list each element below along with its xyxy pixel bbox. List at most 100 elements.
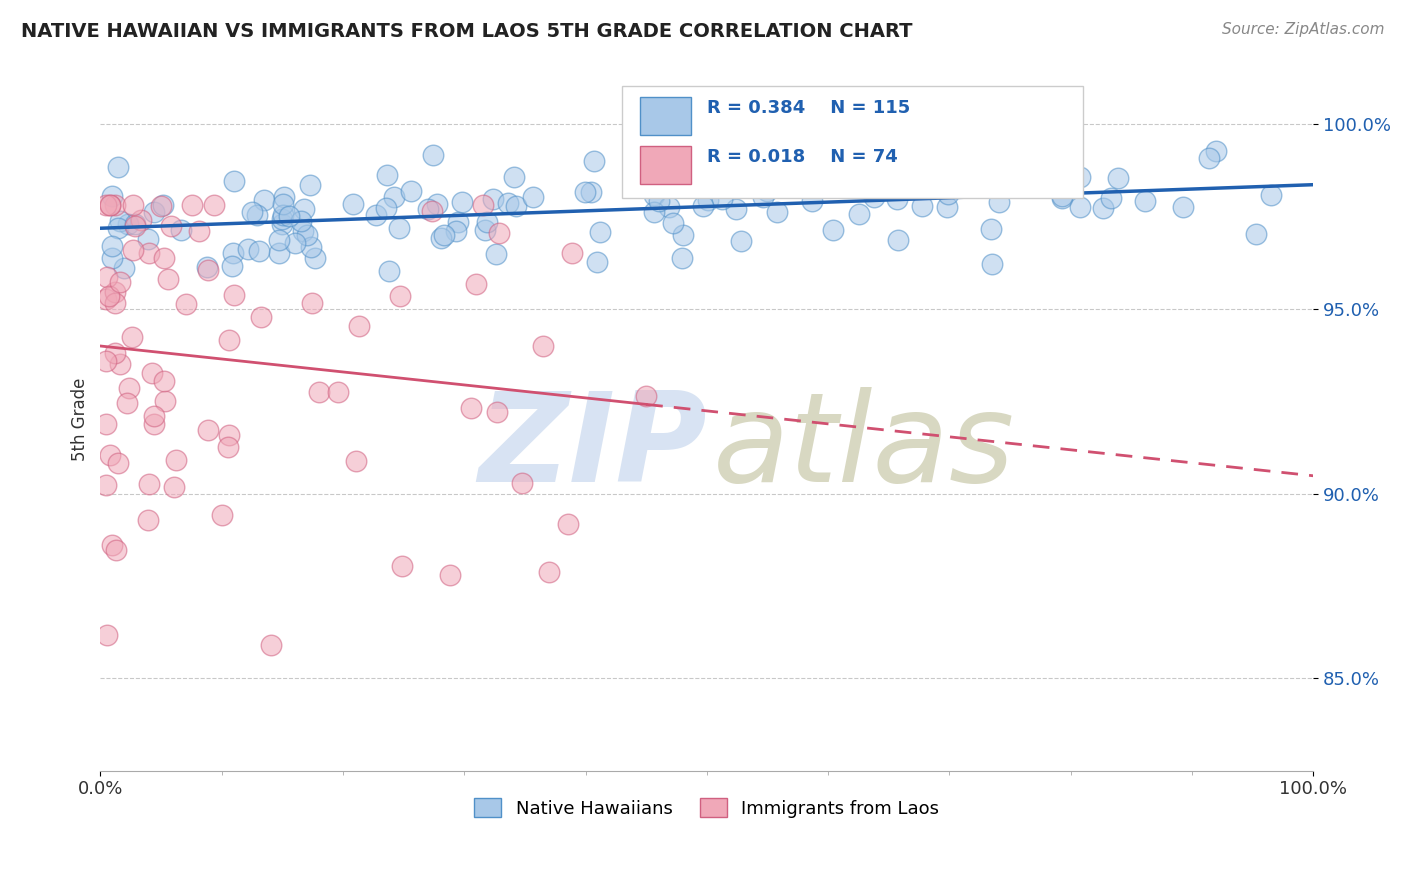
Point (897, 146, 920, 161)
Point (765, 205, 787, 219)
Text: Source: ZipAtlas.com: Source: ZipAtlas.com (1222, 22, 1385, 37)
Point (96, 270, 118, 285)
Point (222, 245, 245, 260)
Point (156, 272, 179, 286)
Point (138, 246, 160, 260)
Point (101, 252, 124, 266)
Point (96, 293, 118, 307)
Point (384, 190, 406, 204)
Point (107, 456, 129, 470)
Point (298, 178, 321, 193)
Point (218, 334, 240, 348)
Point (271, 197, 294, 211)
Point (375, 202, 398, 216)
Point (97, 289, 120, 303)
Point (270, 212, 292, 227)
Point (1099, 191, 1122, 205)
Point (299, 240, 322, 254)
Point (197, 263, 219, 277)
Point (98, 198, 121, 212)
Point (121, 198, 143, 212)
Point (96, 198, 118, 212)
Point (105, 542, 128, 557)
Point (291, 224, 314, 238)
Point (124, 219, 146, 234)
Point (582, 154, 605, 169)
Point (1092, 201, 1115, 215)
Point (936, 200, 959, 214)
Point (848, 207, 870, 221)
Point (136, 513, 159, 527)
Point (160, 219, 183, 233)
FancyBboxPatch shape (640, 96, 690, 136)
Point (744, 142, 766, 156)
Point (661, 216, 683, 230)
Point (579, 185, 602, 199)
Point (936, 187, 959, 202)
Point (101, 239, 124, 253)
Point (170, 223, 193, 237)
Point (460, 401, 482, 415)
Point (222, 174, 245, 188)
Point (987, 194, 1010, 209)
Legend: Native Hawaiians, Immigrants from Laos: Native Hawaiians, Immigrants from Laos (467, 791, 946, 825)
Point (862, 173, 884, 187)
Point (96, 353, 118, 368)
Point (911, 199, 934, 213)
Point (364, 208, 387, 222)
Point (1260, 188, 1282, 202)
Point (488, 227, 510, 241)
FancyBboxPatch shape (621, 86, 1083, 198)
Point (1244, 227, 1267, 242)
Point (851, 153, 873, 167)
Point (1107, 170, 1129, 185)
Point (433, 227, 456, 242)
Point (471, 198, 494, 212)
Point (485, 247, 508, 261)
Point (418, 202, 440, 216)
Point (450, 194, 472, 209)
Point (426, 196, 449, 211)
Point (328, 384, 350, 399)
Point (104, 346, 127, 360)
Point (586, 254, 609, 268)
Text: ZIP: ZIP (478, 387, 707, 508)
Point (150, 199, 173, 213)
Point (801, 194, 824, 208)
Point (1069, 200, 1091, 214)
Point (153, 393, 176, 408)
Point (589, 225, 612, 239)
Point (503, 170, 526, 185)
Point (980, 222, 1002, 236)
Point (246, 208, 269, 222)
Point (163, 480, 186, 494)
Point (561, 245, 583, 260)
Point (238, 242, 260, 256)
Point (1133, 194, 1156, 208)
Point (104, 296, 127, 310)
Point (222, 288, 245, 302)
Point (292, 202, 315, 216)
Point (574, 185, 596, 199)
Point (533, 339, 555, 353)
Point (510, 476, 533, 491)
Point (96, 417, 118, 432)
Point (1050, 188, 1073, 202)
Point (1050, 191, 1073, 205)
Point (537, 565, 560, 579)
Point (430, 231, 453, 245)
Point (987, 133, 1010, 147)
Point (153, 251, 176, 265)
Text: atlas: atlas (713, 387, 1015, 508)
Point (1205, 145, 1227, 159)
Point (118, 381, 141, 395)
Point (907, 166, 929, 180)
Point (110, 214, 132, 228)
Point (1173, 201, 1195, 215)
Point (152, 197, 174, 211)
Point (643, 204, 665, 219)
Point (388, 220, 411, 235)
Point (697, 194, 720, 208)
Point (260, 638, 283, 652)
Point (295, 227, 318, 242)
